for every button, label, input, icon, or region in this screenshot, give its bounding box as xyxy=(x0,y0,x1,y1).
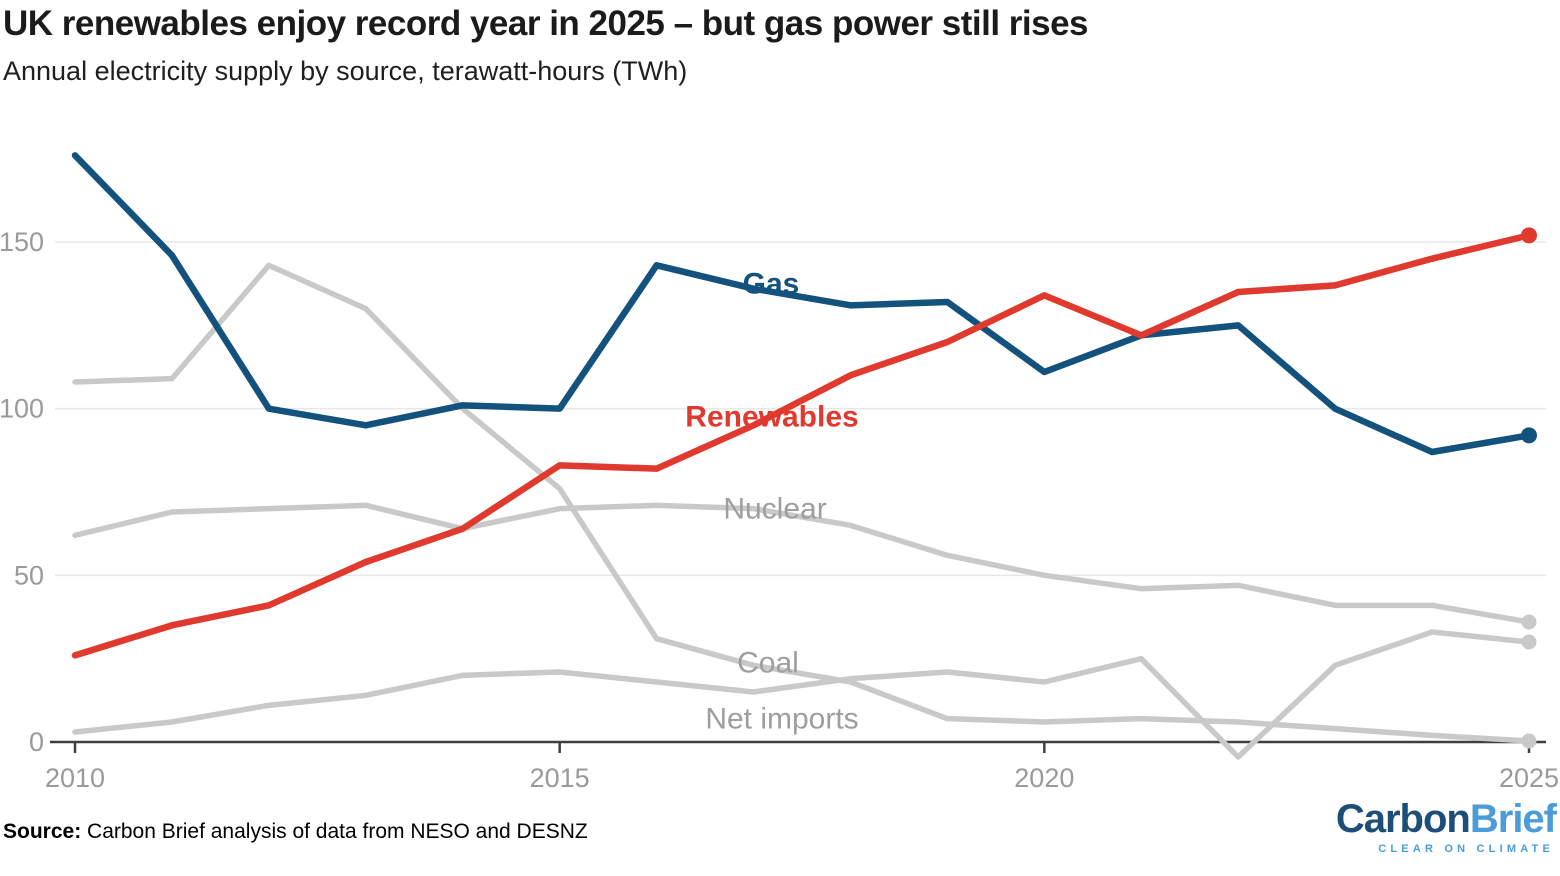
y-tick-label-100: 100 xyxy=(0,394,44,424)
source-text: Carbon Brief analysis of data from NESO … xyxy=(81,820,588,843)
x-tick-label-2025: 2025 xyxy=(1499,763,1559,793)
page-title: UK renewables enjoy record year in 2025 … xyxy=(3,4,1089,43)
nuclear-end-dot xyxy=(1521,614,1537,630)
chart-area: 0 50 100 150 2010 2015 2020 2025 Coal Nuclear Net … xyxy=(0,115,1560,795)
logo-wordmark: CarbonBrief xyxy=(1335,797,1557,841)
renewables-label: Renewables xyxy=(685,401,858,434)
source-label: Source: xyxy=(3,820,82,843)
logo-carbon: Carbon xyxy=(1335,797,1471,841)
nuclear-label: Nuclear xyxy=(723,493,826,526)
x-tick-label-2010: 2010 xyxy=(45,763,105,793)
renewables-line xyxy=(71,232,1533,659)
x-tick-label-2015: 2015 xyxy=(530,763,590,793)
y-tick-label-0: 0 xyxy=(29,727,44,757)
net-imports-label: Net imports xyxy=(705,703,858,736)
coal-line xyxy=(72,262,1532,744)
carbon-brief-logo: CarbonBrief CLEAR ON CLIMATE xyxy=(1335,797,1557,855)
nuclear-line xyxy=(72,502,1532,625)
gas-line xyxy=(71,152,1533,456)
chart-svg: 0 50 100 150 2010 2015 2020 2025 Coal Nuclear Net … xyxy=(0,152,1559,793)
logo-brief: Brief xyxy=(1469,797,1557,841)
net-imports-line xyxy=(72,629,1532,760)
page-subtitle: Annual electricity supply by source, ter… xyxy=(3,56,688,86)
coal-label: Coal xyxy=(737,647,799,680)
logo-tagline: CLEAR ON CLIMATE xyxy=(1378,843,1554,855)
source-line: Source: Carbon Brief analysis of data fr… xyxy=(3,820,588,844)
y-tick-label-150: 150 xyxy=(0,227,44,257)
net-imports-end-dot xyxy=(1521,634,1537,650)
y-tick-label-50: 50 xyxy=(14,560,44,590)
gas-end-dot xyxy=(1520,427,1537,444)
coal-end-dot xyxy=(1521,733,1537,749)
gas-label: Gas xyxy=(743,268,800,301)
renewables-end-dot xyxy=(1520,227,1537,244)
x-tick-label-2020: 2020 xyxy=(1014,763,1074,793)
